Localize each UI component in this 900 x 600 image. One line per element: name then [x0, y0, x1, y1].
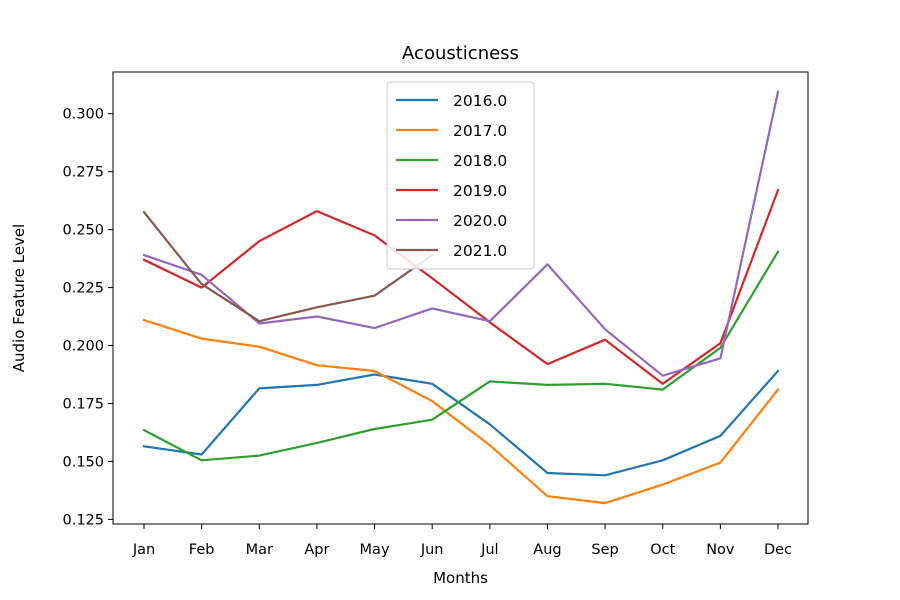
legend-label: 2020.0	[453, 212, 507, 230]
y-tick-label: 0.300	[62, 107, 104, 123]
y-axis-title: Audio Feature Level	[10, 224, 28, 372]
legend-label: 2017.0	[453, 122, 507, 140]
legend-label: 2016.0	[453, 92, 507, 110]
series-line-2018-0	[142, 250, 780, 462]
legend-box	[386, 81, 535, 270]
y-axis: 0.125 0.150 0.175 0.200 0.225 0.250 0.275 0.300	[62, 107, 113, 528]
x-tick-label: Jul	[480, 542, 499, 558]
x-tick-label: Oct	[650, 542, 675, 558]
x-tick-label: Jun	[420, 542, 444, 558]
x-tick-label: May	[360, 542, 390, 558]
x-tick-label: Jan	[132, 542, 155, 558]
series-lines	[142, 90, 780, 505]
x-tick-label: Sep	[591, 542, 618, 558]
y-tick-label: 0.275	[62, 165, 104, 181]
legend-label: 2019.0	[453, 182, 507, 200]
x-tick-label: Mar	[246, 542, 273, 558]
x-tick-label: Nov	[706, 542, 735, 558]
y-tick-label: 0.175	[62, 396, 104, 412]
y-tick-label: 0.250	[62, 223, 104, 239]
y-tick-label: 0.200	[62, 339, 104, 355]
plot-border	[112, 71, 809, 525]
series-line-2019-0	[142, 188, 780, 385]
series-line-2017-0	[142, 318, 780, 505]
x-tick-label: Dec	[764, 542, 792, 558]
chart-title: Acousticness	[402, 43, 519, 64]
x-axis: Jan Feb Mar Apr May Jun Jul Aug Sep Oct Nov Dec	[132, 524, 792, 558]
legend-label: 2018.0	[453, 152, 507, 170]
x-tick-label: Feb	[189, 542, 215, 558]
x-tick-label: Aug	[533, 542, 561, 558]
y-tick-label: 0.150	[62, 454, 104, 470]
x-axis-title: Months	[433, 569, 488, 587]
legend: 2016.0 2017.0 2018.0 2019.0 2020.0 2021.0	[386, 81, 535, 270]
series-line-2016-0	[142, 369, 780, 477]
y-tick-label: 0.125	[62, 512, 104, 528]
x-tick-label: Apr	[304, 542, 329, 558]
legend-entries: 2016.0 2017.0 2018.0 2019.0 2020.0 2021.0	[396, 92, 507, 260]
series-line-2021-0	[142, 210, 434, 323]
y-tick-label: 0.225	[62, 281, 104, 297]
legend-label: 2021.0	[453, 242, 507, 260]
